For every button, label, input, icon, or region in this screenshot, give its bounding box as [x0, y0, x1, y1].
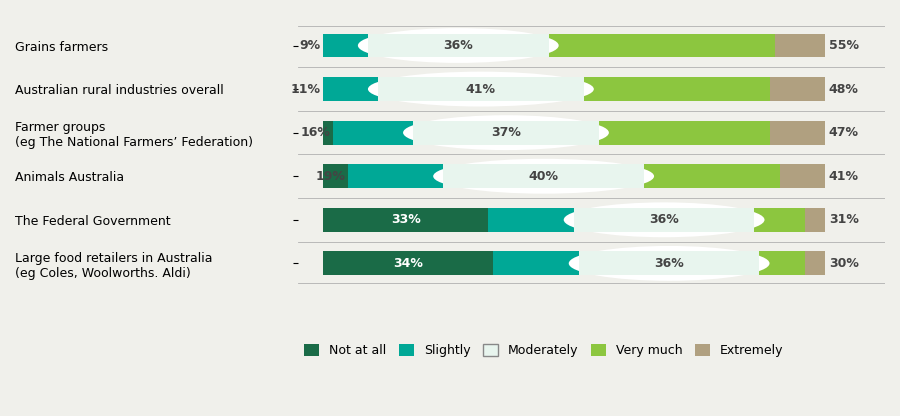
Bar — [443, 164, 644, 188]
Bar — [493, 251, 579, 275]
Bar — [644, 164, 779, 188]
Ellipse shape — [569, 246, 770, 281]
Bar — [760, 251, 805, 275]
Bar — [323, 208, 489, 232]
Legend: Not at all, Slightly, Moderately, Very much, Extremely: Not at all, Slightly, Moderately, Very m… — [304, 344, 783, 357]
Bar — [579, 251, 760, 275]
Bar — [549, 34, 775, 57]
Text: 33%: 33% — [391, 213, 420, 226]
Bar — [805, 251, 824, 275]
Text: 31%: 31% — [829, 213, 859, 226]
Bar — [368, 34, 549, 57]
Bar — [779, 164, 824, 188]
Bar — [443, 164, 644, 188]
Text: 16%: 16% — [301, 126, 330, 139]
Text: 11%: 11% — [290, 83, 320, 96]
Text: 47%: 47% — [829, 126, 859, 139]
Bar — [368, 34, 549, 57]
Bar — [323, 77, 378, 101]
Text: 36%: 36% — [649, 213, 679, 226]
Text: 41%: 41% — [829, 170, 859, 183]
Text: 55%: 55% — [829, 39, 859, 52]
Bar — [770, 77, 824, 101]
Bar — [378, 77, 584, 101]
Text: 48%: 48% — [829, 83, 859, 96]
Text: 37%: 37% — [491, 126, 521, 139]
Ellipse shape — [368, 72, 594, 106]
Ellipse shape — [563, 202, 764, 237]
Bar — [579, 251, 760, 275]
Text: 9%: 9% — [299, 39, 320, 52]
Text: 34%: 34% — [393, 257, 423, 270]
Text: 36%: 36% — [444, 39, 473, 52]
Bar — [805, 208, 824, 232]
Bar — [413, 121, 598, 145]
Bar — [775, 34, 824, 57]
Bar — [573, 208, 754, 232]
Bar — [413, 121, 598, 145]
Bar — [489, 208, 573, 232]
Bar — [378, 77, 584, 101]
Bar — [323, 121, 333, 145]
Bar — [323, 251, 493, 275]
Bar — [770, 121, 824, 145]
Text: 40%: 40% — [528, 170, 559, 183]
Bar — [598, 121, 770, 145]
Bar — [323, 164, 347, 188]
Text: 30%: 30% — [829, 257, 859, 270]
Bar — [573, 208, 754, 232]
Bar — [323, 34, 368, 57]
Text: 19%: 19% — [316, 170, 346, 183]
Ellipse shape — [433, 159, 654, 194]
Text: 41%: 41% — [466, 83, 496, 96]
Bar — [584, 77, 770, 101]
Ellipse shape — [403, 115, 609, 150]
Bar — [333, 121, 413, 145]
Text: 36%: 36% — [654, 257, 684, 270]
Bar — [347, 164, 443, 188]
Bar — [754, 208, 805, 232]
Ellipse shape — [358, 28, 559, 63]
